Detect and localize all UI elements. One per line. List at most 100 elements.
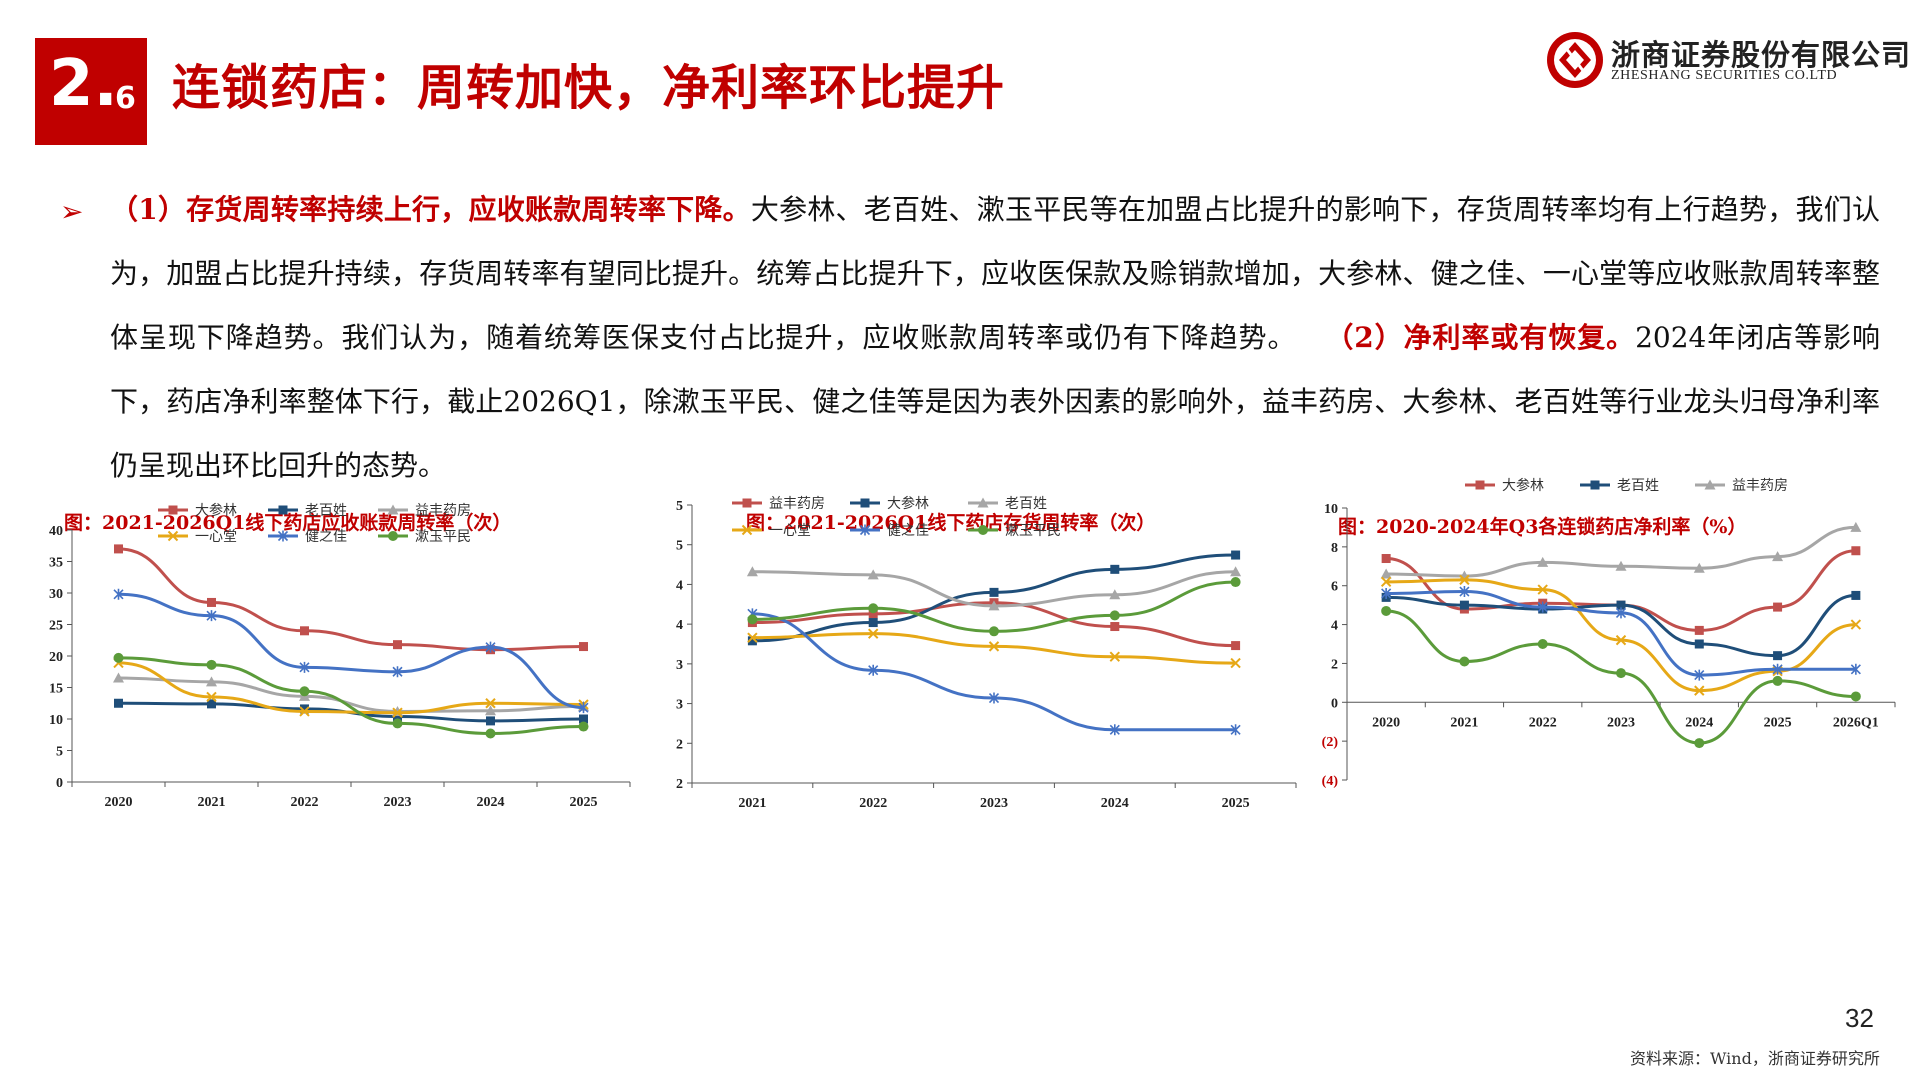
series-2 [747,550,1241,646]
y-tick-label: 4 [676,578,683,593]
legend-label: 益丰药房 [1732,478,1788,494]
data-point [867,628,879,639]
y-tick-label: 10 [1324,502,1338,517]
data-point [1850,691,1861,702]
legend-label: 健之佳 [305,529,347,545]
data-point [114,544,123,554]
x-tick-label: 2020 [105,795,133,810]
data-point [578,721,589,732]
legend-label: 大参林 [1502,477,1544,494]
y-tick-label: 2 [676,737,683,752]
x-tick-label: 2023 [384,795,412,810]
page-number: 32 [1845,1003,1874,1033]
data-point [1694,625,1704,635]
data-point [868,618,878,628]
legend-item: 老百姓 [268,503,347,519]
x-tick-label: 2025 [570,795,598,810]
data-point [1109,724,1120,736]
data-point [207,597,216,607]
y-tick-label: 30 [49,587,63,602]
data-point [1693,562,1705,573]
data-point [1851,546,1861,556]
data-point [1230,577,1241,588]
legend-label: 漱玉平民 [1005,523,1061,539]
data-point [1616,600,1626,610]
data-point [988,641,1000,652]
data-point [1110,622,1120,632]
legend-item: 大参林 [1465,477,1544,494]
y-tick-label: 0 [1331,696,1338,711]
data-point [1694,669,1705,681]
legend-item: 益丰药房 [732,496,825,512]
chart-3-title: 图：2020-2024年Q3各连锁药店净利率（%） [1338,516,1747,538]
chart-receivables-turnover: 0 5 10 15 20 25 30 35 40 2020 2021 2022 2023 2024 2025… [30,502,660,995]
series-line [118,592,584,710]
logo-company-name-cn: 浙商证券股份有限公司 [1611,38,1912,72]
section-number-major: 2. [49,47,118,121]
legend-item: 漱玉平民 [378,529,471,545]
section-number-badge: 2. 6 [35,38,147,145]
y-tick-label: 20 [49,650,63,665]
company-logo: 浙商证券股份有限公司 ZHESHANG SECURITIES CO.LTD [1545,30,1910,90]
data-point [1694,639,1704,649]
series-line [752,632,1236,665]
series-line [752,612,1236,732]
data-point [1459,586,1470,598]
data-point [299,686,310,697]
data-point [1230,657,1241,669]
data-point [1381,587,1392,599]
x-tick-label: 2024 [1685,715,1713,730]
paragraph-text-1: 大参林、老百姓、漱玉平民等在加盟占比提升的影响下，存货周转率均有上行趋势，我们认… [110,193,1880,354]
x-tick-label: 2022 [291,795,319,810]
data-point [393,711,402,721]
data-point [113,652,124,663]
y-tick-label: 2 [676,777,683,792]
data-point [1231,550,1241,560]
data-point [1772,675,1783,686]
legend-marker [167,530,179,542]
legend-item: 大参林 [850,495,929,512]
highlight-net-margin: （2）净利率或有恢复。 [1324,321,1636,354]
data-point [1109,589,1121,600]
data-point [1459,656,1470,667]
data-point [206,610,217,622]
x-tick-label: 2021 [1450,715,1478,730]
y-tick-label: 40 [49,524,63,539]
data-point [746,566,758,577]
data-point [747,614,758,625]
legend-label: 大参林 [195,502,237,519]
data-point [1537,639,1548,649]
chart-1-title: 图：2021-2026Q1线下药店应收账款周转率（次） [64,512,512,534]
series-4 [747,628,1241,669]
legend-label: 益丰药房 [769,496,825,512]
legend-label: 老百姓 [305,503,347,519]
y-tick-label: 2 [1331,657,1338,672]
x-tick-label: 2022 [859,796,887,811]
data-point [1616,668,1626,679]
legend-label: 益丰药房 [415,503,471,519]
chart-2-title: 图：2021-2026Q1线下药店存货周转率（次） [746,512,1156,534]
page-title: 连锁药店：周转加快，净利率环比提升 [172,60,1006,116]
series-6 [113,652,589,739]
data-point [1380,576,1392,588]
data-point [1615,607,1627,619]
y-tick-label: (4) [1322,774,1339,789]
data-point [747,632,758,643]
legend-label: 老百姓 [1005,496,1047,512]
data-point [392,666,403,678]
data-point [1615,560,1627,571]
data-point [1230,724,1241,736]
legend-label: 老百姓 [1617,478,1659,494]
legend-marker [1475,480,1485,490]
series-3 [113,672,589,716]
data-point [485,728,496,739]
series-5 [1381,586,1861,681]
data-point [114,698,123,708]
data-point [206,676,217,687]
y-tick-label: 8 [1331,541,1338,556]
data-point [989,587,999,597]
data-point [485,705,496,716]
